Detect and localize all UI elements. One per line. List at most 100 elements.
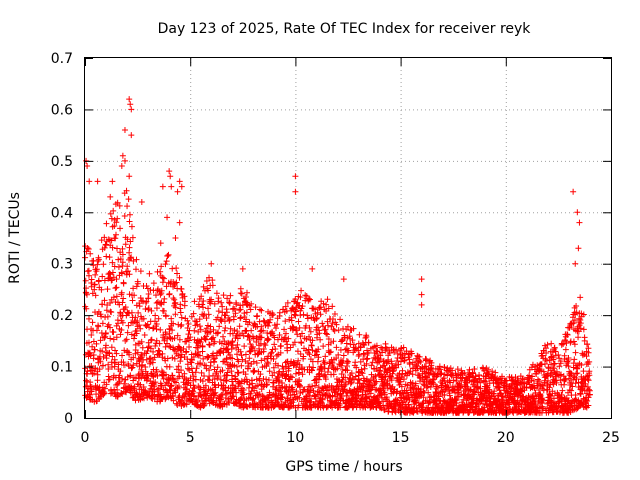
data-point <box>558 391 565 398</box>
data-point <box>381 406 388 413</box>
data-point <box>469 404 476 411</box>
data-point <box>295 357 302 364</box>
data-point <box>257 371 264 378</box>
y-tick-label: 0 <box>64 411 73 427</box>
data-point <box>297 382 304 389</box>
data-point <box>206 274 213 281</box>
data-point <box>84 163 91 169</box>
data-point <box>140 315 147 322</box>
data-point <box>166 168 173 175</box>
data-point <box>325 335 332 342</box>
data-point <box>331 310 338 317</box>
data-point <box>433 383 440 390</box>
data-point <box>304 315 311 322</box>
data-point <box>316 373 323 380</box>
data-point <box>206 341 213 348</box>
data-point <box>233 332 240 339</box>
data-point <box>492 369 499 376</box>
data-point <box>209 372 216 379</box>
data-point <box>348 370 355 377</box>
data-point <box>99 320 106 327</box>
data-point <box>103 307 110 314</box>
data-point <box>212 389 219 396</box>
data-point <box>299 330 306 337</box>
data-point <box>200 355 207 362</box>
data-point <box>125 196 132 203</box>
data-point <box>414 408 421 415</box>
data-point <box>130 354 137 361</box>
data-point <box>312 382 319 389</box>
data-point <box>324 322 331 329</box>
data-point <box>154 372 161 379</box>
data-point <box>481 407 488 414</box>
data-point <box>570 338 577 345</box>
data-point <box>213 290 220 297</box>
data-point <box>220 333 227 340</box>
data-point <box>369 359 376 366</box>
data-point <box>163 371 170 378</box>
data-point <box>158 368 165 375</box>
data-point <box>571 356 578 363</box>
data-point <box>282 318 289 325</box>
data-point <box>122 304 129 311</box>
data-point <box>174 270 181 277</box>
data-point <box>131 292 138 299</box>
data-point <box>353 364 360 371</box>
data-point <box>119 259 126 266</box>
data-point <box>323 330 330 337</box>
y-tick-label: 0.2 <box>51 308 73 324</box>
data-point <box>126 351 133 358</box>
data-point <box>377 356 384 363</box>
data-point <box>105 321 112 328</box>
data-point <box>100 261 107 268</box>
data-point <box>580 311 587 318</box>
data-point <box>234 351 241 358</box>
data-point <box>238 290 245 297</box>
data-point <box>400 344 407 351</box>
data-point <box>103 381 110 388</box>
data-point <box>99 273 106 280</box>
data-point <box>157 391 164 398</box>
data-point <box>356 351 363 358</box>
data-point <box>335 385 342 392</box>
data-point <box>124 329 131 336</box>
data-point <box>102 329 109 336</box>
data-point <box>126 271 133 278</box>
data-point <box>350 341 357 348</box>
data-point <box>310 387 317 394</box>
data-point <box>581 334 588 341</box>
data-point <box>235 370 242 377</box>
data-point <box>333 344 340 351</box>
data-point <box>350 325 357 332</box>
data-point <box>344 404 351 411</box>
data-point <box>340 276 347 283</box>
data-point <box>559 387 566 394</box>
data-point <box>196 295 203 302</box>
data-point <box>106 270 113 277</box>
data-point <box>427 383 434 390</box>
data-point <box>126 96 133 103</box>
data-point <box>172 304 179 311</box>
data-point <box>408 350 415 357</box>
data-point <box>440 375 447 382</box>
data-point <box>282 372 289 379</box>
data-point <box>148 307 155 314</box>
data-point <box>285 335 292 342</box>
data-point <box>434 383 441 390</box>
data-point <box>128 309 135 316</box>
data-point <box>223 309 230 316</box>
data-point <box>172 379 179 386</box>
data-point <box>91 281 98 288</box>
data-point <box>84 268 91 275</box>
data-point <box>319 320 326 327</box>
data-point <box>412 380 419 387</box>
data-point <box>151 388 158 395</box>
data-point <box>124 263 131 270</box>
data-point <box>483 383 490 390</box>
data-point <box>199 378 206 385</box>
data-point <box>246 319 253 326</box>
data-point <box>190 377 197 384</box>
data-point <box>314 358 321 365</box>
data-point <box>253 360 260 367</box>
data-point <box>196 323 203 330</box>
